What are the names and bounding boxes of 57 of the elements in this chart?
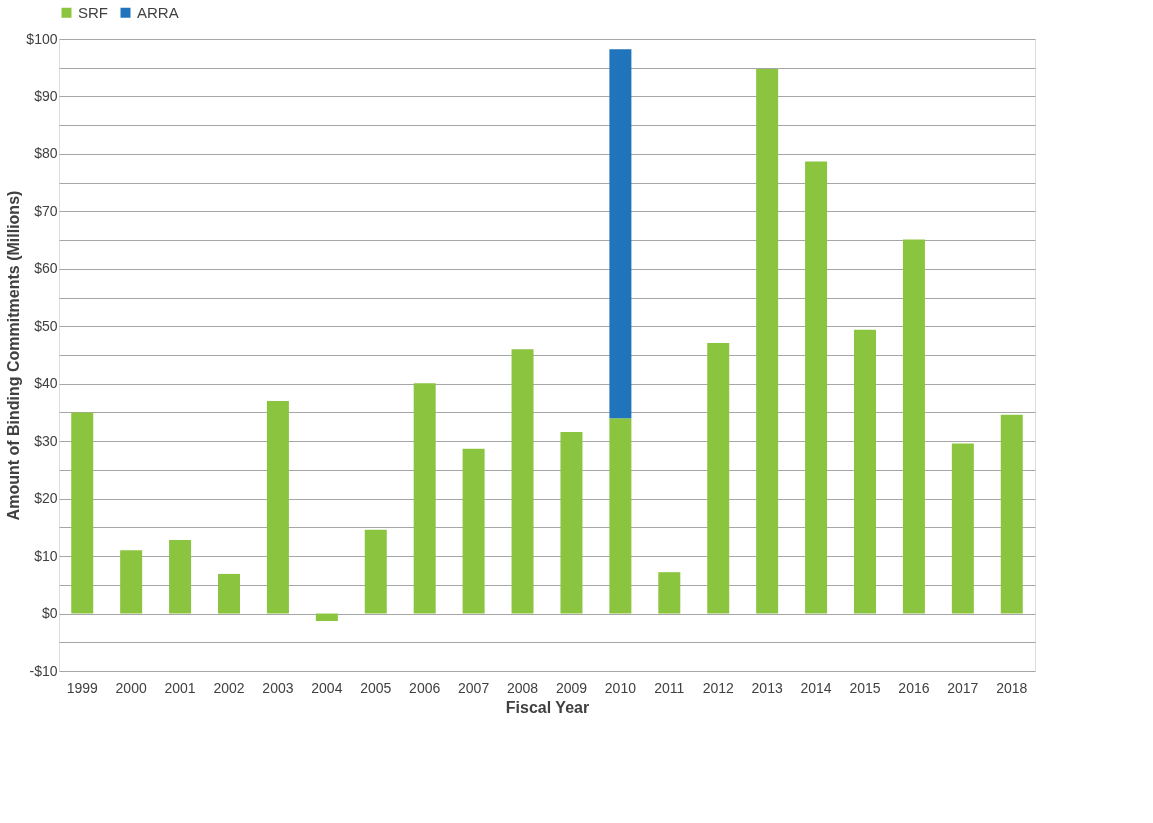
- x-tick-label: 1999: [66, 679, 99, 696]
- x-tick-label: 2015: [849, 679, 881, 696]
- legend-label: SRF: [78, 3, 108, 21]
- x-axis-title: Fiscal Year: [505, 698, 590, 716]
- x-tick-label: 2017: [947, 679, 979, 696]
- x-tick-label: 2018: [996, 679, 1028, 696]
- x-tick-label: 2001: [164, 679, 196, 696]
- legend-label: ARRA: [137, 3, 179, 21]
- y-tick-label: $50: [34, 317, 58, 334]
- y-tick-label: $90: [34, 87, 58, 104]
- bar: [756, 68, 779, 614]
- bar: [218, 573, 241, 614]
- bar: [511, 349, 534, 614]
- bar: [266, 400, 289, 614]
- bar: [364, 529, 387, 614]
- y-tick-label: $80: [34, 145, 58, 162]
- y-tick-label: $20: [34, 490, 58, 507]
- bar: [902, 239, 925, 614]
- x-tick-label: 2010: [604, 679, 637, 696]
- y-tick-label: $10: [34, 547, 58, 564]
- x-tick-label: 2000: [115, 679, 147, 696]
- y-tick-label: $30: [34, 432, 58, 449]
- bar: [413, 383, 436, 614]
- bar: [707, 342, 730, 614]
- y-tick-label: $100: [26, 30, 58, 47]
- y-tick-label: $0: [41, 605, 58, 622]
- x-tick-label: 2012: [702, 679, 735, 696]
- x-tick-label: 2006: [409, 679, 441, 696]
- y-tick-label: $40: [34, 375, 58, 392]
- x-tick-label: 2002: [213, 679, 245, 696]
- bar: [1000, 414, 1023, 614]
- bar: [805, 161, 828, 614]
- x-tick-label: 2004: [311, 679, 343, 696]
- x-tick-label: 2003: [262, 679, 294, 696]
- x-tick-label: 2009: [555, 679, 588, 696]
- y-tick-label: $70: [34, 202, 58, 219]
- bar: [609, 49, 632, 419]
- x-tick-label: 2007: [458, 679, 490, 696]
- x-tick-label: 2011: [654, 679, 685, 696]
- x-tick-label: 2016: [898, 679, 930, 696]
- y-tick-label: $60: [34, 260, 58, 277]
- x-tick-label: 2008: [506, 679, 539, 696]
- bar: [951, 443, 974, 614]
- bar: [315, 613, 338, 622]
- bar: [71, 412, 94, 614]
- x-tick-label: 2014: [800, 679, 832, 696]
- bar: [658, 572, 681, 614]
- bar: [560, 431, 583, 614]
- y-tick-label: -$10: [29, 662, 58, 679]
- bar: [169, 540, 192, 614]
- y-axis-title: Amount of Binding Commitments (Millions): [5, 190, 23, 521]
- bar: [853, 329, 876, 614]
- bar: [462, 448, 485, 614]
- x-tick-label: 2013: [751, 679, 783, 696]
- bar: [609, 418, 632, 614]
- x-tick-label: 2005: [360, 679, 392, 696]
- bar: [120, 550, 143, 614]
